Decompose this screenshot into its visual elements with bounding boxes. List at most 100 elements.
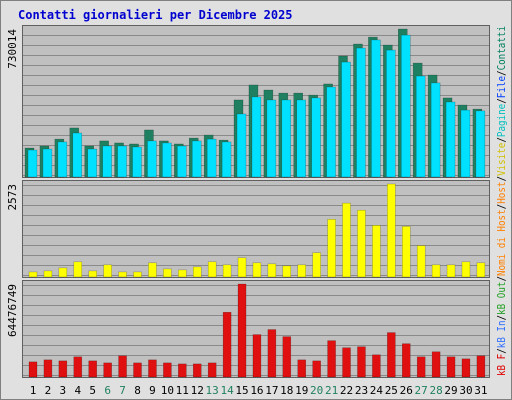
bar bbox=[237, 257, 247, 278]
bar bbox=[445, 101, 456, 178]
bar bbox=[43, 270, 53, 278]
legend-separator: / bbox=[495, 348, 508, 354]
bar bbox=[237, 283, 247, 378]
bar bbox=[72, 132, 83, 178]
x-tick-label: 11 bbox=[176, 384, 189, 397]
bar bbox=[88, 270, 97, 278]
legend-entry: Pagine bbox=[495, 104, 508, 137]
bar bbox=[87, 148, 97, 178]
x-tick-label: 6 bbox=[104, 384, 111, 397]
bar bbox=[206, 138, 217, 178]
bar bbox=[178, 363, 187, 378]
bar bbox=[356, 47, 366, 178]
bar bbox=[43, 359, 53, 378]
bar bbox=[282, 265, 292, 278]
bar bbox=[73, 261, 83, 278]
bar bbox=[415, 75, 426, 178]
bar bbox=[133, 271, 142, 278]
bar bbox=[371, 39, 381, 178]
x-tick-label: 12 bbox=[191, 384, 204, 397]
bar bbox=[476, 262, 486, 278]
bar bbox=[27, 149, 38, 178]
bar bbox=[222, 311, 232, 378]
bar bbox=[431, 264, 441, 278]
x-tick-label: 17 bbox=[265, 384, 278, 397]
bar bbox=[221, 141, 232, 178]
legend-entry: kB F bbox=[495, 354, 508, 376]
bar bbox=[73, 356, 83, 378]
bar bbox=[327, 340, 336, 378]
bar bbox=[341, 61, 351, 178]
x-tick-label: 19 bbox=[295, 384, 308, 397]
bar bbox=[402, 226, 411, 278]
bar bbox=[342, 202, 351, 278]
x-tick-label: 26 bbox=[400, 384, 413, 397]
bar bbox=[58, 267, 68, 278]
bar bbox=[327, 219, 336, 278]
bar bbox=[461, 261, 471, 278]
x-tick-label: 22 bbox=[340, 384, 353, 397]
bar bbox=[312, 360, 321, 378]
bar bbox=[103, 264, 112, 278]
x-tick-label: 9 bbox=[149, 384, 156, 397]
bar bbox=[446, 264, 456, 278]
x-tick-label: 23 bbox=[355, 384, 368, 397]
bar bbox=[28, 271, 38, 278]
legend: kB F/kB In/kB Out/Nomi di Host/Host/Visi… bbox=[495, 26, 508, 376]
bar bbox=[57, 141, 68, 178]
x-tick-label: 28 bbox=[429, 384, 442, 397]
bar bbox=[357, 346, 366, 378]
legend-entry: File bbox=[495, 76, 508, 98]
legend-separator: / bbox=[495, 315, 508, 321]
x-tick-label: 15 bbox=[235, 384, 248, 397]
x-tick-label: 30 bbox=[459, 384, 472, 397]
legend-entry: Nomi di Host bbox=[495, 209, 508, 276]
legend-entry: kB In bbox=[495, 320, 508, 348]
bar bbox=[431, 351, 441, 378]
x-tick-label: 29 bbox=[444, 384, 457, 397]
bar bbox=[297, 359, 306, 378]
bar bbox=[178, 269, 187, 278]
bar bbox=[117, 145, 127, 178]
bar bbox=[267, 263, 277, 278]
bar bbox=[372, 354, 381, 378]
bar bbox=[357, 209, 366, 278]
bar bbox=[118, 355, 127, 378]
bar bbox=[28, 361, 38, 378]
legend-separator: / bbox=[495, 70, 508, 76]
x-tick-label: 24 bbox=[370, 384, 384, 397]
bar bbox=[476, 355, 486, 378]
bar bbox=[163, 268, 172, 278]
bar bbox=[416, 245, 426, 278]
bar bbox=[252, 262, 262, 278]
x-tick-label: 20 bbox=[310, 384, 323, 397]
x-tick-label: 31 bbox=[474, 384, 487, 397]
bar bbox=[207, 261, 217, 278]
bar bbox=[281, 99, 292, 178]
bar bbox=[311, 97, 321, 178]
bar bbox=[148, 359, 157, 378]
chart-title: Contatti giornalieri per Dicembre 2025 bbox=[18, 8, 293, 22]
x-tick-label: 3 bbox=[60, 384, 67, 397]
bar bbox=[446, 356, 456, 378]
bar bbox=[387, 332, 396, 378]
x-tick-label: 5 bbox=[89, 384, 96, 397]
bar bbox=[102, 145, 112, 178]
y-tick-label: 2573 bbox=[6, 184, 19, 211]
bar bbox=[342, 347, 351, 378]
legend-separator: / bbox=[495, 98, 508, 104]
legend-entry: kB Out bbox=[495, 282, 508, 315]
x-tick-label: 21 bbox=[325, 384, 338, 397]
x-tick-label: 1 bbox=[30, 384, 37, 397]
bar bbox=[236, 113, 247, 178]
bar bbox=[430, 82, 441, 178]
x-tick-label: 2 bbox=[45, 384, 52, 397]
bar bbox=[148, 262, 157, 278]
bar bbox=[133, 362, 142, 378]
panel bbox=[22, 180, 490, 278]
bar bbox=[372, 225, 381, 278]
bar bbox=[177, 145, 187, 178]
bar bbox=[192, 363, 202, 378]
bar bbox=[386, 49, 396, 178]
